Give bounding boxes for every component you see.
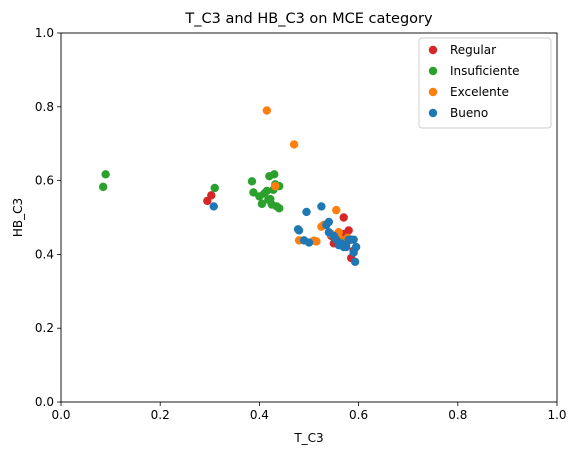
legend-label-insuficiente: Insuficiente — [450, 64, 520, 78]
data-point — [249, 188, 258, 197]
y-tick-label: 0.8 — [35, 100, 54, 114]
legend-marker-excelente — [428, 87, 438, 97]
data-point — [351, 242, 361, 252]
data-point — [317, 202, 326, 211]
legend-marker-insuficiente — [428, 66, 438, 76]
x-tick-label: 0.2 — [151, 408, 170, 422]
legend-label-regular: Regular — [450, 43, 496, 57]
legend-marker-regular — [428, 45, 438, 55]
x-tick-label: 0.4 — [250, 408, 269, 422]
data-point — [257, 199, 267, 209]
data-point — [342, 242, 351, 252]
data-point — [294, 226, 304, 235]
data-point — [101, 170, 110, 179]
y-tick-label: 0.2 — [35, 321, 54, 335]
data-point — [312, 237, 321, 246]
data-point — [275, 204, 284, 213]
y-tick-label: 1.0 — [35, 26, 54, 40]
y-axis-label: HB_C3 — [11, 198, 25, 237]
y-tick-label: 0.4 — [35, 247, 54, 261]
series-bueno — [209, 202, 361, 266]
legend: Regular Insuficiente Excelente Bueno — [418, 37, 552, 129]
data-point — [324, 217, 334, 227]
x-tick-label: 0.8 — [448, 408, 467, 422]
y-tick-label: 0.6 — [35, 174, 54, 188]
data-point — [332, 205, 341, 215]
data-point — [271, 181, 280, 191]
data-point — [302, 207, 311, 217]
points-layer — [98, 106, 361, 266]
data-point — [210, 183, 219, 193]
data-point — [349, 235, 358, 244]
data-point — [247, 177, 257, 186]
data-point — [98, 182, 108, 192]
series-regular — [203, 191, 358, 263]
x-tick-label: 1.0 — [547, 408, 566, 422]
y-tick-label: 0.0 — [35, 395, 54, 409]
x-tick-label: 0.0 — [51, 408, 70, 422]
x-tick-label: 0.6 — [349, 408, 368, 422]
x-axis-ticks: 0.0 0.2 0.4 0.6 0.8 1.0 — [51, 402, 567, 422]
data-point — [304, 238, 314, 247]
data-point — [339, 213, 348, 222]
series-insuficiente — [98, 170, 284, 213]
data-point — [350, 257, 360, 266]
legend-marker-bueno — [428, 108, 438, 118]
legend-label-bueno: Bueno — [450, 106, 488, 120]
plot-frame — [60, 32, 558, 403]
data-point — [209, 202, 218, 211]
legend-box — [418, 37, 552, 129]
data-point — [264, 195, 273, 204]
data-point — [262, 186, 272, 196]
data-point — [289, 140, 299, 149]
data-point — [262, 106, 272, 115]
chart-title: T_C3 and HB_C3 on MCE category — [184, 11, 433, 27]
y-axis-ticks: 0.0 0.2 0.4 0.6 0.8 1.0 — [35, 26, 61, 409]
data-point — [270, 170, 279, 179]
x-axis-label: T_C3 — [293, 431, 323, 445]
legend-label-excelente: Excelente — [450, 85, 509, 99]
data-point — [207, 191, 216, 200]
